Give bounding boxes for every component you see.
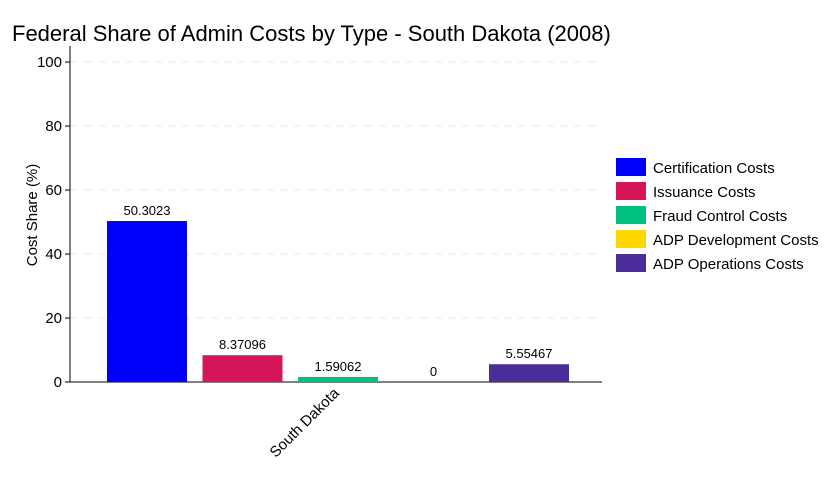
- legend-swatch[interactable]: [616, 158, 646, 176]
- bars: [107, 221, 569, 382]
- data-label: 0: [430, 364, 437, 379]
- legend-label[interactable]: Certification Costs: [653, 160, 775, 177]
- bar[interactable]: [489, 364, 569, 382]
- chart-title: Federal Share of Admin Costs by Type - S…: [12, 21, 611, 46]
- legend-swatch[interactable]: [616, 206, 646, 224]
- data-label: 1.59062: [315, 359, 362, 374]
- y-tick-label: 20: [45, 310, 62, 327]
- y-tick-label: 0: [54, 374, 62, 391]
- y-tick-label: 100: [37, 54, 62, 71]
- bar[interactable]: [298, 376, 378, 382]
- legend-swatch[interactable]: [616, 254, 646, 272]
- legend-label[interactable]: ADP Operations Costs: [653, 256, 804, 273]
- data-label: 5.55467: [506, 346, 553, 361]
- legend-label[interactable]: ADP Development Costs: [653, 232, 819, 249]
- legend-swatch[interactable]: [616, 230, 646, 248]
- data-label: 8.37096: [219, 337, 266, 352]
- legend-swatch[interactable]: [616, 182, 646, 200]
- y-tick-label: 60: [45, 182, 62, 199]
- legend-label[interactable]: Fraud Control Costs: [653, 208, 787, 225]
- y-tick-label: 40: [45, 246, 62, 263]
- data-label: 50.3023: [124, 203, 171, 218]
- bar[interactable]: [107, 221, 187, 382]
- y-tick-label: 80: [45, 118, 62, 135]
- y-axis-label: Cost Share (%): [24, 164, 41, 267]
- legend[interactable]: Certification Costs Issuance Costs Fraud C…: [616, 158, 819, 273]
- data-labels: 50.3023 8.37096 1.59062 0 5.55467: [124, 203, 553, 379]
- legend-label[interactable]: Issuance Costs: [653, 184, 756, 201]
- bar[interactable]: [202, 355, 283, 382]
- x-tick-label: South Dakota: [267, 384, 344, 461]
